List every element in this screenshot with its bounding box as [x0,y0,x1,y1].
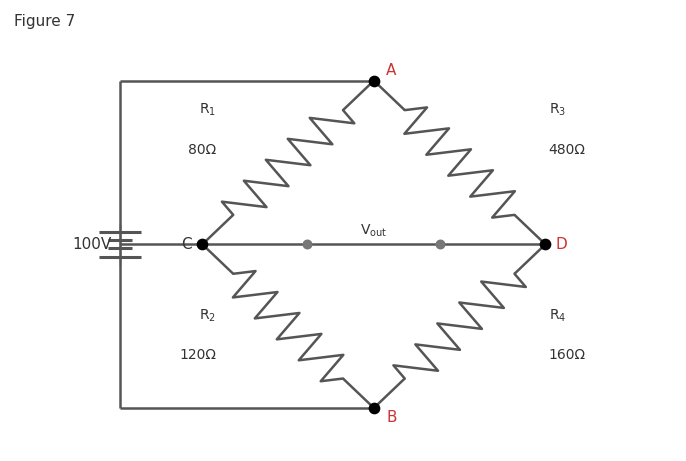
Text: 120Ω: 120Ω [179,348,216,362]
Text: R$_2$: R$_2$ [199,307,216,324]
Text: R$_4$: R$_4$ [549,307,566,324]
Point [302,241,313,248]
Point [540,241,551,248]
Text: 160Ω: 160Ω [549,348,586,362]
Text: R$_1$: R$_1$ [199,102,216,118]
Point [368,404,379,412]
Text: V$_{\mathregular{out}}$: V$_{\mathregular{out}}$ [360,222,388,239]
Text: 80Ω: 80Ω [188,143,216,157]
Text: Figure 7: Figure 7 [14,14,75,29]
Point [435,241,446,248]
Text: 100V: 100V [73,237,112,252]
Point [197,241,208,248]
Text: R$_3$: R$_3$ [549,102,566,118]
Text: B: B [386,410,397,426]
Text: C: C [182,237,192,252]
Text: A: A [386,63,397,78]
Text: 480Ω: 480Ω [549,143,586,157]
Point [368,77,379,84]
Text: D: D [556,237,567,252]
